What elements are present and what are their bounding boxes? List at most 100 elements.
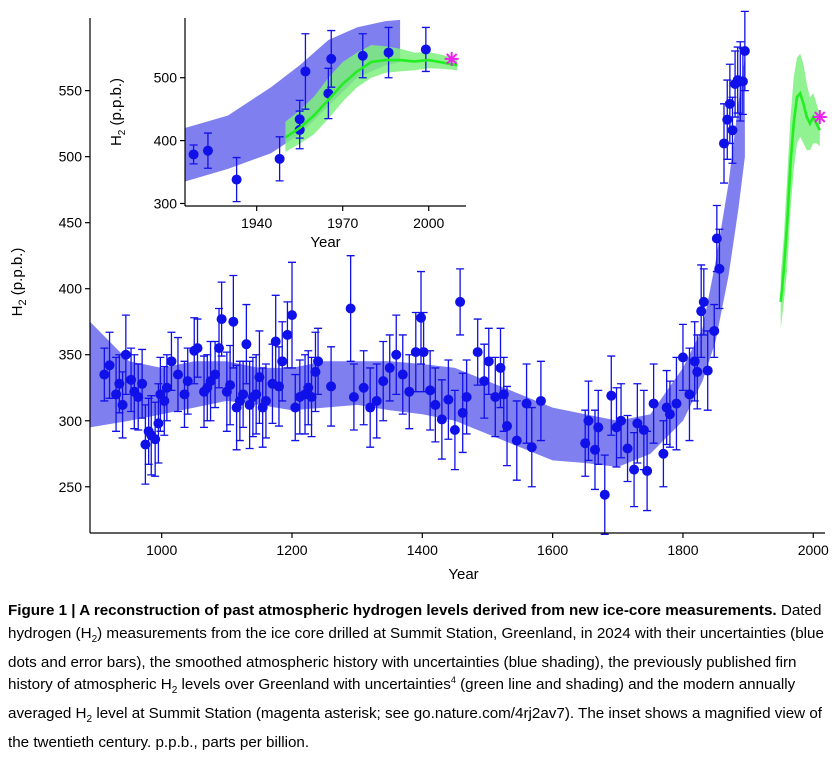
caption-text-4: (green line and shading) and the modern …: [8, 676, 796, 723]
main-data-point: [535, 395, 546, 406]
inset-y-axis-title: H2 (p.p.b.): [108, 78, 128, 146]
main-data-point: [498, 389, 509, 400]
main-data-point: [310, 366, 321, 377]
main-data-point: [449, 425, 460, 435]
main-modern-asterisk: [812, 110, 827, 125]
main-data-point: [348, 391, 359, 402]
main-data-point: [254, 372, 265, 383]
main-y-tick-label: 350: [59, 347, 83, 363]
inset-y-tick-label: 400: [154, 133, 178, 149]
main-data-point: [430, 399, 441, 410]
main-data-point: [126, 374, 137, 385]
main-x-tick-label: 1200: [276, 542, 307, 558]
main-data-point: [391, 349, 402, 360]
main-data-point: [306, 391, 317, 402]
main-data-point: [711, 233, 722, 244]
caption-reference: 4: [450, 675, 456, 686]
main-data-point: [593, 422, 604, 433]
main-data-point: [133, 391, 144, 402]
main-data-point: [313, 356, 324, 367]
main-data-point: [677, 352, 688, 363]
main-data-point: [153, 418, 164, 429]
main-data-point: [589, 444, 600, 455]
inset-group: 1940 1970 2000 300 400 500 Year H2 (p.p.b.): [108, 18, 466, 251]
main-data-point: [270, 336, 281, 347]
main-data-point: [606, 390, 617, 401]
inset-data-point: [274, 153, 285, 164]
main-data-point: [599, 489, 610, 500]
main-data-point: [290, 402, 301, 413]
main-data-point: [166, 356, 177, 367]
main-data-point: [580, 438, 591, 449]
inset-firn-line: [284, 58, 458, 139]
main-data-point: [632, 418, 643, 429]
caption-text-2: ) measurements from the ice core drilled…: [8, 624, 824, 694]
main-data-point: [443, 394, 454, 405]
main-data-point: [345, 303, 356, 314]
main-data-point: [286, 310, 297, 321]
main-data-point: [365, 402, 376, 413]
main-data-point: [182, 376, 193, 387]
main-data-point: [502, 421, 513, 432]
inset-data-point: [294, 114, 305, 125]
main-data-point: [490, 391, 501, 402]
main-data-point: [629, 464, 640, 475]
main-data-point: [689, 356, 700, 367]
main-data-point: [709, 325, 720, 336]
main-data-point: [418, 347, 429, 358]
inset-data-point: [357, 50, 368, 61]
main-data-point: [114, 378, 125, 389]
figure-title: A reconstruction of past atmospheric hyd…: [79, 602, 777, 619]
main-data-point: [739, 46, 750, 57]
main-x-tick-label: 1800: [667, 542, 698, 558]
main-data-point: [583, 415, 594, 426]
main-data-point: [472, 347, 483, 358]
main-data-point: [192, 343, 203, 354]
main-data-point: [172, 369, 183, 380]
main-data-point: [702, 365, 713, 376]
main-data-point: [397, 369, 408, 380]
caption-sub-3: 2: [86, 714, 93, 726]
main-data-point: [724, 98, 735, 109]
main-data-point: [117, 399, 128, 410]
main-data-point: [159, 395, 170, 406]
main-data-point: [282, 329, 293, 340]
main-data-point: [179, 389, 190, 400]
main-x-axis-title: Year: [448, 566, 478, 583]
main-data-point: [150, 434, 161, 445]
inset-modern-asterisk: [444, 51, 459, 66]
main-data-point: [719, 138, 730, 149]
main-data-point: [479, 376, 490, 387]
figure-caption: Figure 1 | A reconstruction of past atmo…: [8, 600, 826, 755]
main-data-point: [111, 389, 122, 400]
main-data-point: [714, 263, 725, 274]
main-data-point: [99, 369, 110, 380]
main-data-point: [521, 398, 532, 409]
main-data-point: [404, 386, 415, 397]
main-data-point: [727, 125, 738, 136]
main-uncertainty-band: [90, 57, 745, 467]
main-data-point: [455, 296, 466, 307]
inset-y-tick-label: 500: [154, 70, 178, 86]
main-data-point: [410, 347, 421, 358]
main-data-point: [698, 296, 709, 307]
main-x-tick-label: 2000: [798, 542, 829, 558]
caption-sub-1: 2: [91, 633, 98, 645]
main-data-point: [622, 443, 633, 454]
main-data-point: [737, 76, 748, 87]
main-data-point: [671, 398, 682, 409]
inset-data-point: [231, 174, 242, 185]
main-data-point: [483, 356, 494, 367]
main-data-point: [251, 389, 262, 400]
main-data-point: [244, 399, 255, 410]
inset-data-point: [383, 47, 394, 58]
main-data-point: [642, 465, 653, 476]
main-data-point: [326, 381, 337, 392]
inset-data-point: [202, 145, 213, 156]
inset-uncertainty-band: [185, 19, 401, 182]
main-data-point: [273, 381, 284, 392]
caption-text-5: level at Summit Station (magenta asteris…: [8, 705, 823, 752]
main-y-tick-label: 400: [59, 281, 83, 297]
main-data-point: [526, 442, 537, 453]
main-y-tick-label: 250: [59, 479, 83, 495]
